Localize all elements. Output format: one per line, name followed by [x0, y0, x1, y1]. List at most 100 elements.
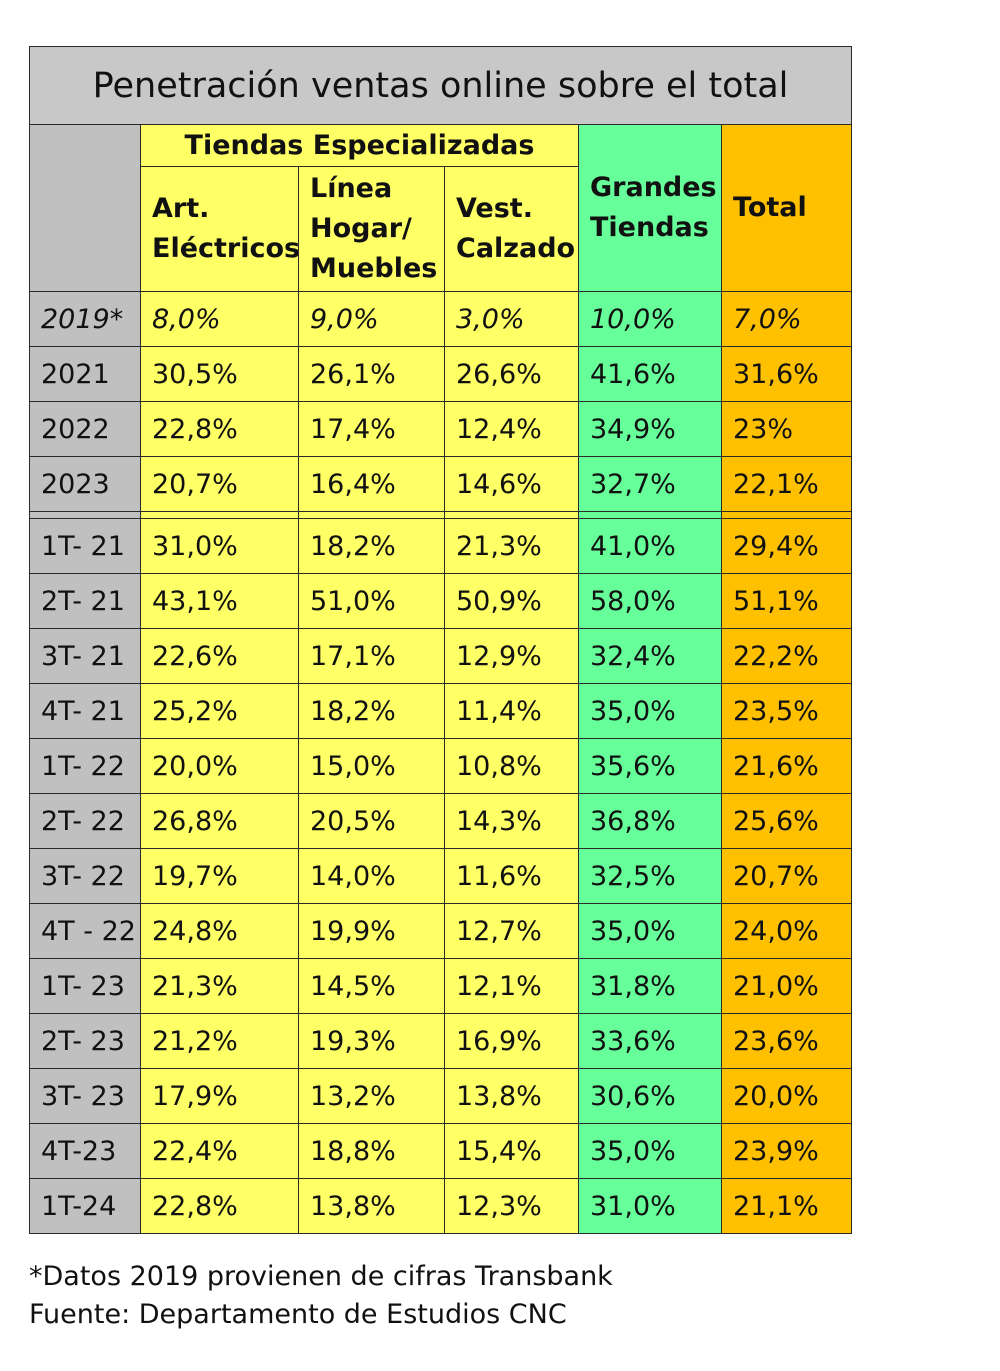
table-row: 2T- 23 21,2% 19,3% 16,9% 33,6% 23,6%	[29, 1013, 853, 1069]
table-row: 1T- 21 31,0% 18,2% 21,3% 41,0% 29,4%	[29, 518, 853, 574]
table-cell: 21,3%	[444, 518, 579, 574]
table-cell: 26,6%	[444, 346, 579, 402]
row-label: 1T-24	[29, 1178, 141, 1234]
table-cell: 31,6%	[720, 346, 853, 402]
table-cell: 32,7%	[578, 456, 722, 512]
table-cell: 35,0%	[578, 683, 722, 739]
table-cell: 29,4%	[720, 518, 853, 574]
table-row: 1T- 23 21,3% 14,5% 12,1% 31,8% 21,0%	[29, 958, 853, 1014]
table-cell: 18,2%	[298, 518, 445, 574]
table-cell: 25,2%	[140, 683, 299, 739]
table-cell: 30,5%	[140, 346, 299, 402]
table-row: 2T- 22 26,8% 20,5% 14,3% 36,8% 25,6%	[29, 793, 853, 849]
table-cell: 18,8%	[298, 1123, 445, 1179]
row-label: 2023	[29, 456, 141, 512]
table-cell: 21,0%	[720, 958, 853, 1014]
table-cell: 16,9%	[444, 1013, 579, 1069]
table-cell: 15,0%	[298, 738, 445, 794]
table-cell: 11,6%	[444, 848, 579, 904]
table-cell: 35,6%	[578, 738, 722, 794]
table-cell: 41,0%	[578, 518, 722, 574]
table-cell: 22,6%	[140, 628, 299, 684]
table-cell: 12,1%	[444, 958, 579, 1014]
table-cell: 23,5%	[720, 683, 853, 739]
table-cell: 34,9%	[578, 401, 722, 457]
separator-cell	[29, 511, 141, 519]
table-cell: 20,5%	[298, 793, 445, 849]
separator-cell	[578, 511, 722, 519]
row-label: 3T- 23	[29, 1068, 141, 1124]
table-cell: 50,9%	[444, 573, 579, 629]
table-cell: 15,4%	[444, 1123, 579, 1179]
table-row: 3T- 22 19,7% 14,0% 11,6% 32,5% 20,7%	[29, 848, 853, 904]
table-cell: 24,0%	[720, 903, 853, 959]
table-cell: 19,9%	[298, 903, 445, 959]
row-label: 2T- 22	[29, 793, 141, 849]
table-cell: 12,9%	[444, 628, 579, 684]
row-label: 2T- 23	[29, 1013, 141, 1069]
table-cell: 32,5%	[578, 848, 722, 904]
table-cell: 20,7%	[140, 456, 299, 512]
table-cell: 20,0%	[720, 1068, 853, 1124]
row-label: 2022	[29, 401, 141, 457]
table-cell: 23%	[720, 401, 853, 457]
table-cell: 8,0%	[140, 291, 299, 347]
table-cell: 22,1%	[720, 456, 853, 512]
table-cell: 19,7%	[140, 848, 299, 904]
table-cell: 23,9%	[720, 1123, 853, 1179]
table-cell: 51,1%	[720, 573, 853, 629]
specialized-stores-header: Tiendas Especializadas	[140, 124, 579, 167]
table-row: 1T- 22 20,0% 15,0% 10,8% 35,6% 21,6%	[29, 738, 853, 794]
table-body: 2019* 8,0% 9,0% 3,0% 10,0% 7,0% 2021 30,5% 26,1%…	[29, 291, 853, 1234]
table-cell: 14,3%	[444, 793, 579, 849]
table-cell: 21,3%	[140, 958, 299, 1014]
table-cell: 21,6%	[720, 738, 853, 794]
row-label: 4T - 22	[29, 903, 141, 959]
table-cell: 31,0%	[140, 518, 299, 574]
table-cell: 13,8%	[298, 1178, 445, 1234]
table-cell: 30,6%	[578, 1068, 722, 1124]
row-label: 1T- 23	[29, 958, 141, 1014]
row-label: 1T- 22	[29, 738, 141, 794]
row-label: 2019*	[29, 291, 141, 347]
table-cell: 13,2%	[298, 1068, 445, 1124]
table-cell: 25,6%	[720, 793, 853, 849]
table-cell: 22,4%	[140, 1123, 299, 1179]
table-cell: 7,0%	[720, 291, 853, 347]
electrical-header: Art. Eléctricos	[140, 166, 299, 292]
table-cell: 35,0%	[578, 903, 722, 959]
row-label: 4T-23	[29, 1123, 141, 1179]
table-cell: 20,7%	[720, 848, 853, 904]
row-label-header	[29, 124, 141, 292]
table-cell: 22,2%	[720, 628, 853, 684]
online-sales-table: Penetración ventas online sobre el total…	[28, 46, 853, 1234]
table-cell: 17,1%	[298, 628, 445, 684]
table-row: 2T- 21 43,1% 51,0% 50,9% 58,0% 51,1%	[29, 573, 853, 629]
row-label: 3T- 22	[29, 848, 141, 904]
department-stores-header: Grandes Tiendas	[578, 124, 722, 292]
table-cell: 26,8%	[140, 793, 299, 849]
separator-cell	[444, 511, 579, 519]
table-cell: 32,4%	[578, 628, 722, 684]
apparel-footwear-header: Vest. Calzado	[444, 166, 579, 292]
footnote-transbank: *Datos 2019 provienen de cifras Transban…	[29, 1261, 613, 1292]
table-cell: 17,9%	[140, 1068, 299, 1124]
row-label: 4T- 21	[29, 683, 141, 739]
table-cell: 22,8%	[140, 1178, 299, 1234]
table-cell: 23,6%	[720, 1013, 853, 1069]
table-cell: 10,0%	[578, 291, 722, 347]
row-label: 2T- 21	[29, 573, 141, 629]
table-row: 4T-23 22,4% 18,8% 15,4% 35,0% 23,9%	[29, 1123, 853, 1179]
table-row: 2023 20,7% 16,4% 14,6% 32,7% 22,1%	[29, 456, 853, 512]
footnotes: *Datos 2019 provienen de cifras Transban…	[29, 1258, 613, 1334]
table-cell: 13,8%	[444, 1068, 579, 1124]
row-label: 2021	[29, 346, 141, 402]
table-cell: 19,3%	[298, 1013, 445, 1069]
separator-cell	[298, 511, 445, 519]
table-cell: 35,0%	[578, 1123, 722, 1179]
total-header: Total	[720, 124, 853, 292]
table-cell: 11,4%	[444, 683, 579, 739]
table-cell: 14,0%	[298, 848, 445, 904]
separator-cell	[140, 511, 299, 519]
table-cell: 3,0%	[444, 291, 579, 347]
